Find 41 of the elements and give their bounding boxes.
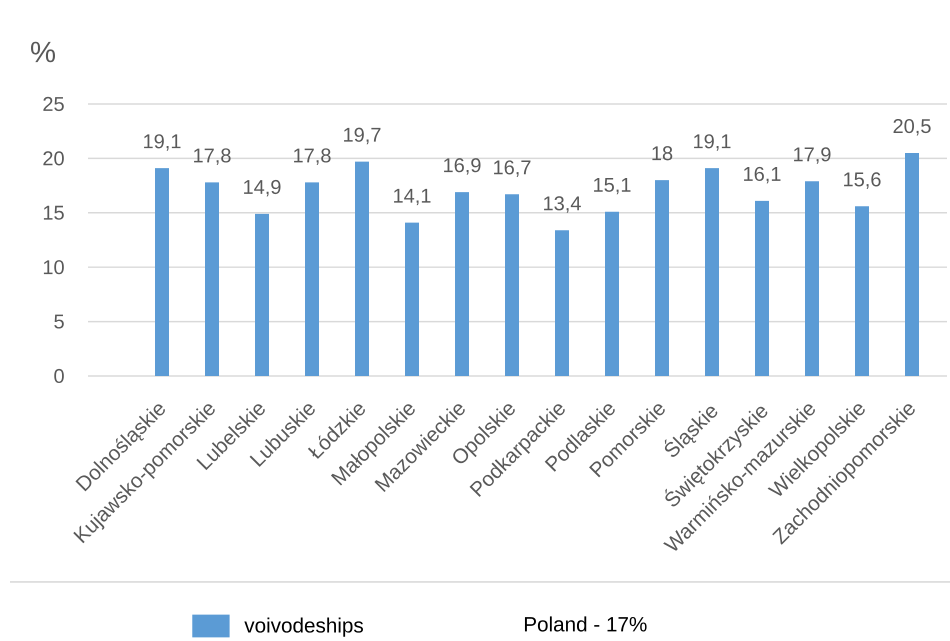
y-tick-label: 15 (44, 206, 64, 220)
data-label: 16,1 (744, 166, 780, 184)
y-tick-label: 0 (54, 368, 64, 384)
bar (655, 180, 670, 376)
bar (805, 181, 819, 376)
data-label: 15,1 (594, 178, 630, 194)
bar (405, 222, 420, 376)
y-tick-label: 20 (43, 151, 64, 166)
y-axis-title: % (31, 42, 55, 62)
bar (255, 214, 270, 376)
data-label: 14,9 (244, 180, 281, 196)
y-tick-label: 10 (44, 260, 64, 274)
data-label: 19,7 (344, 128, 380, 144)
bar (905, 152, 920, 376)
bar (605, 212, 619, 376)
bar (555, 230, 570, 376)
data-label: 20,5 (894, 118, 931, 136)
data-label: 17,8 (194, 148, 231, 165)
data-label: 19,1 (144, 134, 180, 151)
data-label: 14,1 (394, 188, 430, 206)
bar (355, 162, 370, 376)
bar (855, 206, 870, 376)
bar (155, 168, 170, 376)
y-tick-label: 25 (43, 96, 64, 112)
bar (455, 192, 470, 376)
bar (305, 182, 320, 376)
bar (755, 200, 769, 376)
data-label: 15,6 (844, 172, 881, 189)
data-label: 19,1 (694, 134, 730, 151)
data-label: 13,4 (544, 196, 581, 213)
data-label: 17,9 (794, 147, 831, 164)
bar (505, 194, 520, 376)
data-label: 16,9 (444, 158, 481, 175)
data-label: 16,7 (494, 160, 530, 177)
data-label: 17,8 (294, 148, 331, 165)
y-tick-label: 5 (54, 314, 64, 329)
bar (705, 168, 720, 376)
legend-label: voivodeships (244, 618, 363, 637)
bar (205, 182, 220, 376)
text: Poland - 17% (524, 616, 647, 632)
data-label: 18 (652, 146, 672, 160)
